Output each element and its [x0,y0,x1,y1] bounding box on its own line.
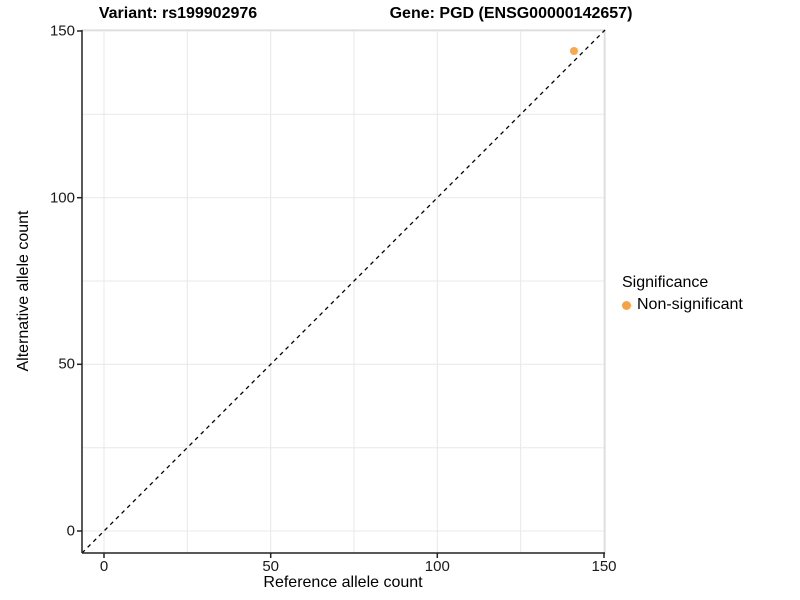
legend-item: Non-significant [622,296,743,314]
legend-item-label: Non-significant [637,296,743,313]
x-tick-label: 100 [424,558,450,575]
x-tick-label: 50 [262,558,280,575]
legend: Significance Non-significant [622,274,743,314]
x-axis-title: Reference allele count [263,574,423,591]
y-tick-label: 100 [49,189,75,207]
data-point [570,47,578,55]
y-tick-label: 0 [66,522,75,540]
legend-point-icon [622,300,631,310]
gene-title: Gene: PGD (ENSG00000142657) [389,5,633,22]
legend-title: Significance [622,274,709,291]
x-tick-label: 150 [591,558,617,575]
y-tick-label: 50 [58,355,75,373]
x-tick-label: 0 [99,558,109,575]
y-tick-label: 150 [49,22,75,40]
variant-title: Variant: rs199902976 [98,5,258,22]
y-axis-title: Alternative allele count [15,210,32,372]
